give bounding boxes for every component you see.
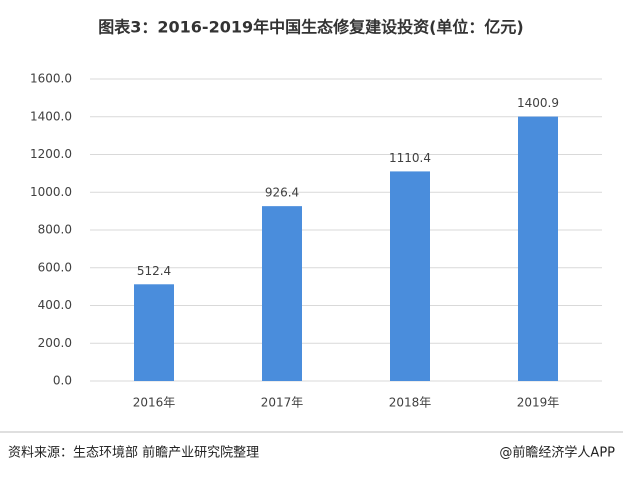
y-tick-label: 200.0 (38, 336, 72, 350)
bar (518, 116, 558, 381)
y-tick-label: 800.0 (38, 223, 72, 237)
x-tick-label: 2019年 (517, 396, 560, 410)
bar (262, 206, 302, 381)
x-tick-label: 2018年 (389, 396, 432, 410)
value-label: 1110.4 (389, 151, 431, 165)
x-tick-label: 2017年 (261, 396, 304, 410)
bar (134, 284, 174, 381)
y-tick-label: 1200.0 (30, 147, 72, 161)
y-tick-label: 0.0 (53, 374, 72, 388)
x-tick-label: 2016年 (133, 396, 176, 410)
value-label: 1400.9 (517, 96, 559, 110)
y-tick-label: 1000.0 (30, 185, 72, 199)
value-label: 926.4 (265, 186, 299, 200)
bar (390, 171, 430, 381)
y-tick-label: 600.0 (38, 260, 72, 274)
credit: @前瞻经济学人APP (499, 445, 615, 461)
source-note: 资料来源：生态环境部 前瞻产业研究院整理 (8, 445, 259, 461)
y-tick-label: 400.0 (38, 298, 72, 312)
value-label: 512.4 (137, 264, 171, 278)
chart-title: 图表3：2016-2019年中国生态修复建设投资(单位：亿元) (98, 18, 523, 37)
y-tick-label: 1600.0 (30, 72, 72, 86)
y-tick-label: 1400.0 (30, 109, 72, 123)
